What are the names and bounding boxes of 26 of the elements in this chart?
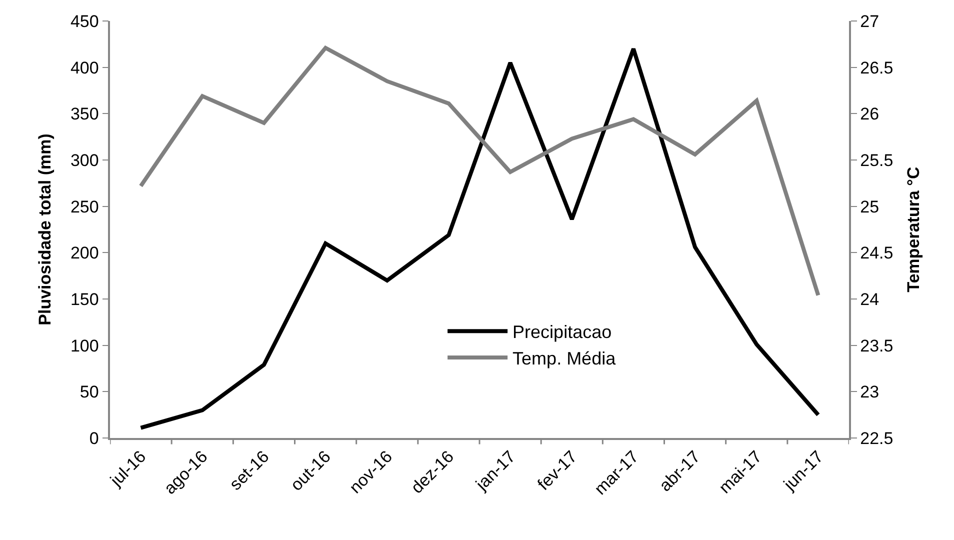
y-tick-label: 100 [70,336,99,356]
line-series [138,46,820,430]
y2-tick-label: 22.5 [860,428,894,448]
y-tick-label: 250 [70,197,99,216]
y2-tick-label: 25.5 [860,150,894,170]
y-tick-label: 200 [70,244,99,263]
line-series [138,46,820,298]
legend-label: Temp. Média [512,348,617,369]
y-tick-label: 350 [70,104,99,124]
y2-tick-label: 25 [860,197,880,216]
y2-tick-label: 26.5 [860,58,894,78]
y2-tick-label: 27 [860,12,880,31]
y-axis-title: Pluviosidade total (mm) [36,134,55,326]
y2-tick-label: 26 [860,104,880,124]
y-tick-label: 50 [80,382,99,402]
y-tick-label: 0 [89,428,99,448]
y-tick-label: 300 [70,150,99,170]
y-tick-label: 400 [70,58,99,78]
y2-axis-title: Temperatura °C [904,166,924,292]
y2-tick-label: 24 [860,290,880,309]
y2-tick-label: 23 [860,382,880,402]
legend-label: Precipitacao [512,322,612,342]
y-tick-label: 450 [70,12,99,31]
y2-tick-label: 24.5 [860,244,894,263]
y-tick-label: 150 [70,290,99,309]
y2-tick-label: 23.5 [860,336,894,356]
